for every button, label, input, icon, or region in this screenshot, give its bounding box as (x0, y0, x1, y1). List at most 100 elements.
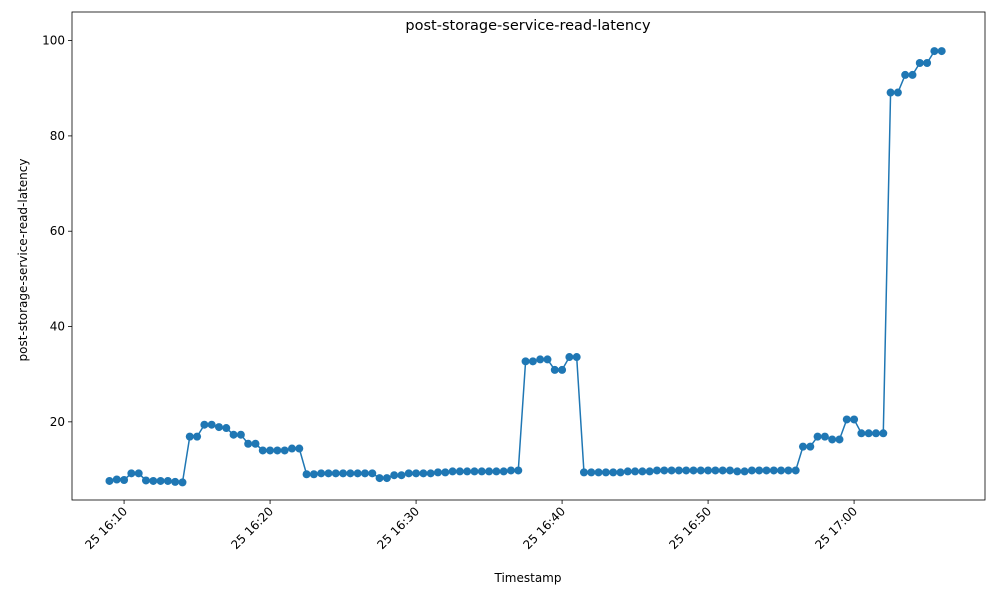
y-tick-label: 40 (50, 320, 65, 334)
data-point (112, 475, 121, 484)
data-point (543, 355, 552, 364)
data-point (572, 353, 581, 362)
data-point (185, 432, 194, 441)
data-point (419, 469, 428, 478)
x-axis-label: Timestamp (494, 571, 562, 585)
data-point (193, 432, 202, 441)
data-point (244, 439, 253, 448)
data-point (835, 435, 844, 444)
data-point (762, 466, 771, 475)
series-line (109, 50, 942, 484)
data-point (667, 466, 676, 475)
data-point (930, 47, 939, 56)
y-tick-label: 80 (50, 129, 65, 143)
data-point (470, 467, 479, 476)
data-point (463, 467, 472, 476)
data-point (448, 467, 457, 476)
y-axis-label: post-storage-service-read-latency (16, 159, 30, 362)
data-point (105, 476, 114, 485)
data-point (382, 474, 391, 483)
data-point (886, 88, 895, 97)
data-point (156, 476, 165, 485)
data-point (390, 471, 399, 480)
data-point (704, 466, 713, 475)
data-point (441, 468, 450, 477)
data-point (207, 420, 216, 429)
data-point (287, 444, 296, 453)
data-point (127, 469, 136, 478)
data-point (711, 466, 720, 475)
data-point (273, 446, 282, 455)
data-point (857, 429, 866, 438)
data-point (937, 47, 946, 56)
data-point (587, 468, 596, 477)
data-point (798, 442, 807, 451)
data-point (514, 466, 523, 475)
data-point (579, 468, 588, 477)
data-point (477, 467, 486, 476)
data-point (280, 446, 289, 455)
data-point (908, 70, 917, 79)
data-point (660, 466, 669, 475)
data-point (426, 469, 435, 478)
data-point (923, 58, 932, 67)
data-point (638, 467, 647, 476)
data-point (550, 365, 559, 374)
data-point (820, 432, 829, 441)
data-point (375, 474, 384, 483)
data-point (171, 477, 180, 486)
data-point (601, 468, 610, 477)
data-point (178, 478, 187, 487)
data-point (309, 470, 318, 479)
data-point (506, 466, 515, 475)
data-point (485, 467, 494, 476)
data-point (521, 357, 530, 366)
data-point (674, 466, 683, 475)
data-point (360, 469, 369, 478)
data-point (331, 469, 340, 478)
data-point (536, 355, 545, 364)
data-point (879, 429, 888, 438)
data-point (725, 466, 734, 475)
data-point (915, 58, 924, 67)
data-point (594, 468, 603, 477)
data-point (777, 466, 786, 475)
data-point (682, 466, 691, 475)
data-point (236, 430, 245, 439)
data-point (558, 365, 567, 374)
data-point (397, 471, 406, 480)
data-point (317, 469, 326, 478)
y-tick-label: 100 (42, 34, 65, 48)
y-tick-label: 20 (50, 415, 65, 429)
data-point (214, 423, 223, 432)
data-point (134, 469, 143, 478)
data-point (828, 435, 837, 444)
data-point (499, 467, 508, 476)
data-point (755, 466, 764, 475)
data-point (616, 468, 625, 477)
data-point (455, 467, 464, 476)
data-point (229, 430, 238, 439)
data-point (652, 466, 661, 475)
x-tick-label: 25 16:50 (666, 504, 714, 552)
x-tick-label: 25 16:10 (82, 504, 130, 552)
data-point (528, 357, 537, 366)
x-tick-label: 25 17:00 (812, 504, 860, 552)
data-point (120, 475, 129, 484)
data-point (368, 469, 377, 478)
data-point (740, 467, 749, 476)
data-point (266, 446, 275, 455)
data-point (163, 476, 172, 485)
data-point (149, 476, 158, 485)
data-point (901, 70, 910, 79)
chart-title: post-storage-service-read-latency (405, 18, 651, 34)
data-point (871, 429, 880, 438)
data-point (784, 466, 793, 475)
data-point (412, 469, 421, 478)
data-point (769, 466, 778, 475)
data-point (733, 467, 742, 476)
data-point (747, 466, 756, 475)
data-point (806, 442, 815, 451)
data-point (631, 467, 640, 476)
data-point (791, 466, 800, 475)
